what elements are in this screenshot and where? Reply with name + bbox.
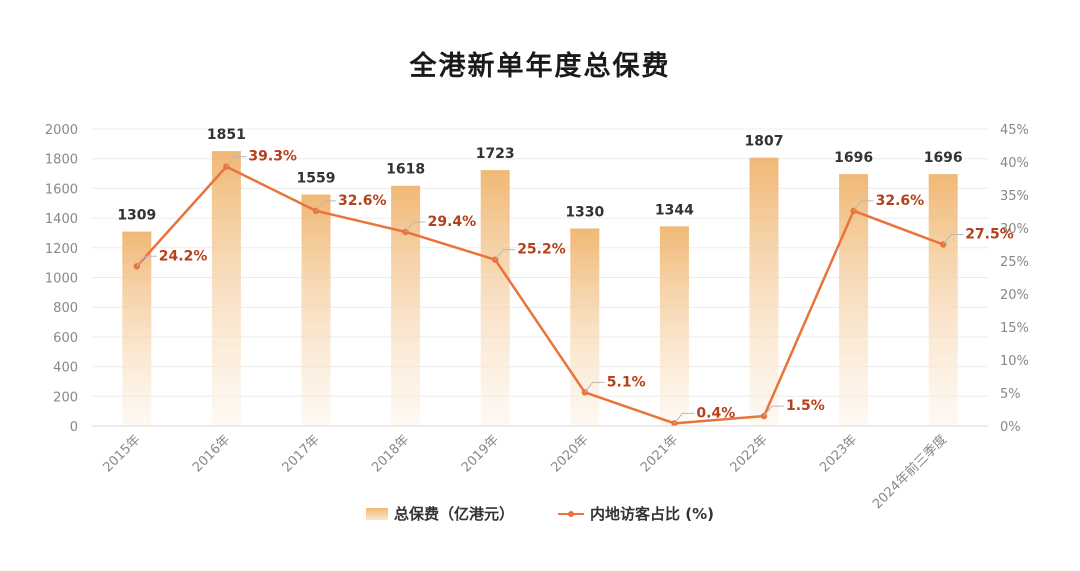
left-axis-tick-label: 800	[53, 301, 78, 316]
left-y-axis: 0 200 400 600 800 1000 1200 1400 1600 1800 2000	[45, 123, 78, 435]
bar	[391, 185, 421, 426]
bar-value-label: 1851	[207, 127, 246, 143]
line-value-label: 32.6%	[876, 193, 925, 209]
bar-value-label: 1618	[386, 162, 425, 178]
left-axis-tick-label: 600	[53, 331, 78, 346]
gridlines	[92, 128, 988, 427]
bar-value-label: 1344	[655, 202, 694, 218]
bar	[749, 157, 779, 426]
right-axis-tick-label: 35%	[1000, 189, 1029, 204]
bar-value-label: 1696	[834, 150, 873, 166]
bar-value-label: 1309	[117, 208, 156, 224]
bar-value-label: 1696	[924, 150, 963, 166]
right-axis-tick-label: 5%	[1000, 387, 1021, 402]
right-axis-tick-label: 45%	[1000, 123, 1029, 138]
line-value-label: 27.5%	[965, 227, 1014, 243]
bar-value-labels: 1309 1851 1559 1618 1723 1330 1344 1807 1696 1696	[117, 127, 962, 223]
bar	[211, 151, 241, 426]
line-value-label: 1.5%	[786, 398, 825, 414]
bar-value-label: 1807	[745, 134, 784, 150]
line-series	[133, 163, 947, 427]
line-label-leader	[942, 234, 964, 245]
left-axis-tick-label: 1400	[45, 212, 78, 227]
line-value-labels: 24.2% 39.3% 32.6% 29.4% 25.2% 5.1% 0.4% 1.5% 32.…	[136, 149, 1014, 424]
right-axis-tick-label: 10%	[1000, 354, 1029, 369]
x-tick-label: 2022年	[728, 432, 771, 475]
bar	[122, 231, 152, 426]
right-y-axis: 0% 5% 10% 15% 20% 25% 30% 35% 40% 45%	[1000, 123, 1029, 435]
legend: 总保费（亿港元） 内地访客占比 (%)	[0, 503, 1080, 524]
left-axis-tick-label: 2000	[45, 123, 78, 138]
left-axis-tick-label: 1600	[45, 182, 78, 197]
left-axis-tick-label: 400	[53, 361, 78, 376]
line-value-label: 0.4%	[696, 405, 735, 421]
line-label-leader	[494, 249, 516, 260]
left-axis-tick-label: 1200	[45, 242, 78, 257]
right-axis-tick-label: 25%	[1000, 255, 1029, 270]
legend-item-premium[interactable]: 总保费（亿港元）	[366, 503, 514, 524]
bar-value-label: 1559	[297, 170, 336, 186]
bar	[659, 226, 689, 426]
right-axis-tick-label: 0%	[1000, 420, 1021, 435]
line-label-leader	[136, 255, 157, 267]
line-label-leader	[853, 200, 874, 212]
chart-title: 全港新单年度总保费	[409, 51, 671, 82]
x-tick-label: 2019年	[459, 432, 502, 475]
right-axis-tick-label: 30%	[1000, 222, 1029, 237]
line-label-leader	[315, 200, 336, 212]
legend-bar-swatch	[366, 507, 388, 520]
left-axis-tick-label: 1800	[45, 153, 78, 168]
line-value-label: 25.2%	[517, 242, 566, 258]
line-label-leader	[674, 412, 695, 424]
legend-label-premium: 总保费（亿港元）	[394, 505, 515, 523]
x-tick-label: 2017年	[280, 432, 323, 475]
right-axis-tick-label: 15%	[1000, 321, 1029, 336]
line-label-leader	[226, 156, 247, 167]
legend-label-visitor-share: 内地访客占比 (%)	[590, 505, 714, 523]
left-axis-tick-label: 200	[53, 390, 78, 405]
x-tick-label: 2015年	[100, 432, 143, 475]
left-axis-tick-label: 0	[70, 420, 78, 435]
x-tick-label: 2021年	[638, 432, 681, 475]
legend-item-visitor-share[interactable]: 内地访客占比 (%)	[558, 503, 714, 524]
x-tick-label: 2020年	[548, 432, 591, 475]
x-axis: 2015年 2016年 2017年 2018年 2019年 2020年 2021年 2022年…	[92, 425, 988, 513]
x-tick-label: 2023年	[817, 432, 860, 475]
bar	[928, 174, 958, 426]
x-tick-label: 2024年前三季度	[869, 432, 950, 513]
bar-series	[122, 151, 958, 426]
line-value-label: 24.2%	[159, 248, 208, 264]
legend-line-swatch	[558, 510, 585, 517]
right-axis-tick-label: 40%	[1000, 156, 1029, 171]
line-label-leader	[584, 381, 605, 393]
bar-value-label: 1330	[565, 204, 604, 220]
bar-value-label: 1723	[476, 146, 515, 162]
x-tick-label: 2016年	[190, 432, 233, 475]
bar	[839, 174, 869, 426]
line-value-label: 29.4%	[428, 214, 477, 230]
bar	[301, 194, 331, 426]
line-label-leader	[763, 405, 784, 417]
left-axis-tick-label: 1000	[45, 272, 78, 287]
line-value-label: 5.1%	[607, 374, 646, 390]
x-tick-label: 2018年	[369, 432, 412, 475]
line-value-label: 39.3%	[248, 149, 297, 165]
line-value-label: 32.6%	[338, 193, 387, 209]
line-label-leader	[405, 221, 426, 233]
bar	[480, 170, 510, 426]
right-axis-tick-label: 20%	[1000, 288, 1029, 303]
line-path	[135, 165, 944, 425]
